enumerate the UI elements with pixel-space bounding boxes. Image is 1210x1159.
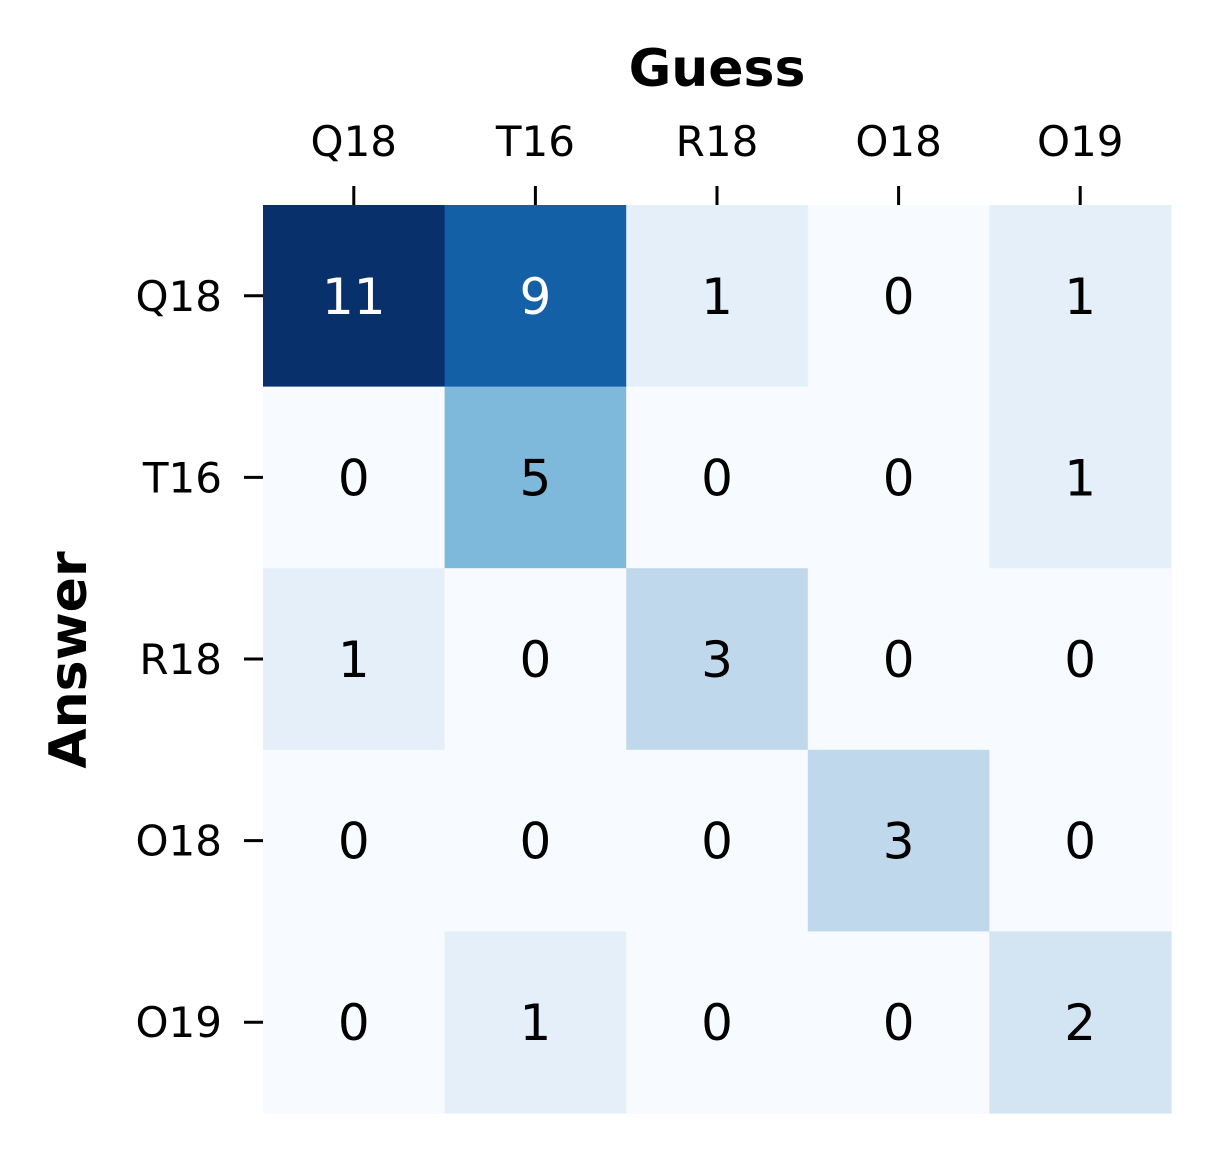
y-tick-label: R18	[139, 635, 222, 684]
x-tick-label: T16	[495, 117, 575, 166]
x-tick-label: O18	[855, 117, 942, 166]
heatmap-cell	[263, 205, 446, 388]
cell-value-label: 0	[338, 994, 370, 1052]
heatmap-cell	[444, 568, 627, 751]
heatmap-cell	[807, 931, 990, 1114]
cell-value-label: 0	[701, 994, 733, 1052]
cell-value-label: 3	[701, 631, 733, 689]
x-tick-label: O19	[1037, 117, 1124, 166]
cell-value-label: 1	[338, 631, 370, 689]
cell-value-label: 0	[338, 813, 370, 871]
cell-value-label: 0	[1064, 813, 1096, 871]
axis-ticks: Q18 T16 R18 O18 O19 Q18 T16 R18 O18 O19	[135, 117, 1123, 1047]
cell-value-label: 0	[701, 813, 733, 871]
heatmap-cell	[989, 931, 1172, 1114]
heatmap-cell	[626, 386, 809, 569]
cell-value-label: 1	[1064, 268, 1096, 326]
heatmap-cell	[626, 931, 809, 1114]
heatmap-cell	[989, 568, 1172, 751]
heatmap-cell	[444, 931, 627, 1114]
heatmap-cell	[807, 568, 990, 751]
cell-value-label: 0	[883, 631, 915, 689]
heatmap-cell	[263, 386, 446, 569]
cell-value-label: 0	[883, 994, 915, 1052]
x-tick-label: R18	[676, 117, 759, 166]
heatmap-cell	[807, 386, 990, 569]
cell-value-label: 9	[519, 268, 551, 326]
cell-value-label: 1	[701, 268, 733, 326]
heatmap-cell	[444, 205, 627, 388]
y-tick-label: O18	[135, 817, 222, 866]
cell-value-label: 5	[519, 449, 551, 507]
heatmap-cell	[626, 749, 809, 932]
cell-value-label: 1	[1064, 449, 1096, 507]
y-tick-label: Q18	[135, 272, 222, 321]
cell-value-label: 0	[338, 449, 370, 507]
heatmap-cell	[263, 568, 446, 751]
heatmap-cell	[989, 749, 1172, 932]
cell-value-label: 0	[701, 449, 733, 507]
y-tick-label: O19	[135, 998, 222, 1047]
y-axis-title: Answer	[39, 551, 99, 769]
heatmap-cell	[444, 749, 627, 932]
heatmap-cell	[807, 749, 990, 932]
cell-value-label: 11	[322, 268, 386, 326]
x-axis-title: Guess	[629, 39, 806, 99]
cell-value-label: 0	[519, 813, 551, 871]
heatmap-cell	[263, 749, 446, 932]
heatmap-cell	[626, 205, 809, 388]
heatmap-cell	[989, 205, 1172, 388]
heatmap-cells: 11 9 1 0 10 5 0 0 11 0 3 0 00 0 0 3 00 1 0 0 2	[263, 205, 1172, 1114]
cell-value-label: 0	[519, 631, 551, 689]
cell-value-label: 2	[1064, 994, 1096, 1052]
cell-value-label: 0	[883, 268, 915, 326]
heatmap-cell	[626, 568, 809, 751]
heatmap-cell	[807, 205, 990, 388]
cell-value-label: 1	[519, 994, 551, 1052]
cell-value-label: 0	[883, 449, 915, 507]
heatmap-cell	[989, 386, 1172, 569]
cell-value-label: 0	[1064, 631, 1096, 689]
y-tick-label: T16	[142, 453, 222, 502]
cell-value-label: 3	[883, 813, 915, 871]
heatmap-cell	[444, 386, 627, 569]
heatmap-cell	[263, 931, 446, 1114]
x-tick-label: Q18	[311, 117, 398, 166]
